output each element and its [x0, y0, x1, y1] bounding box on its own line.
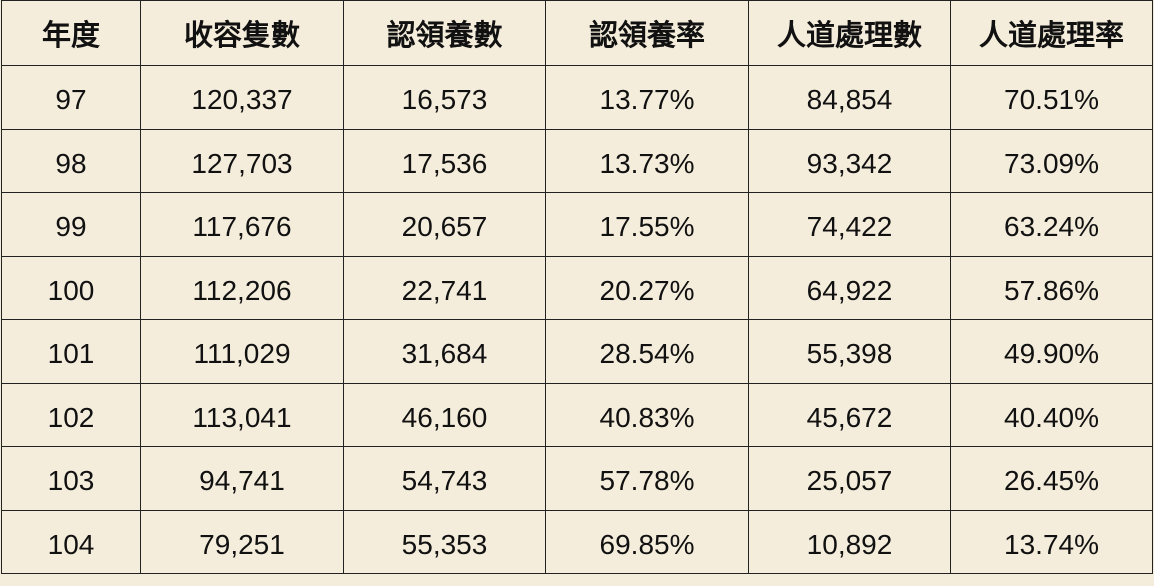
table-row: 101 111,029 31,684 28.54% 55,398 49.90%	[1, 319, 1153, 384]
cell-euthanasia-rate: 13.74%	[950, 509, 1153, 574]
cell-year: 100	[1, 255, 141, 320]
cell-year: 99	[1, 192, 141, 257]
header-adopted-count: 認領養數	[343, 0, 546, 66]
cell-adoption-rate: 20.27%	[545, 255, 749, 320]
cell-euthanized-count: 45,672	[748, 382, 951, 447]
cell-sheltered-count: 127,703	[140, 128, 344, 193]
cell-year: 101	[1, 319, 141, 384]
header-year: 年度	[1, 0, 141, 66]
cell-sheltered-count: 120,337	[140, 65, 344, 130]
cell-euthanized-count: 10,892	[748, 509, 951, 574]
cell-euthanized-count: 93,342	[748, 128, 951, 193]
shelter-statistics-table: 年度 收容隻數 認領養數 認領養率 人道處理數 人道處理率 97 120,337 16,573…	[1, 0, 1153, 574]
header-sheltered-count: 收容隻數	[140, 0, 344, 66]
cell-adoption-rate: 13.77%	[545, 65, 749, 130]
cell-euthanasia-rate: 73.09%	[950, 128, 1153, 193]
cell-year: 97	[1, 65, 141, 130]
header-row: 年度 收容隻數 認領養數 認領養率 人道處理數 人道處理率	[1, 0, 1153, 66]
cell-year: 103	[1, 446, 141, 511]
header-euthanized-count: 人道處理數	[748, 0, 951, 66]
table-row: 103 94,741 54,743 57.78% 25,057 26.45%	[1, 446, 1153, 511]
cell-euthanasia-rate: 40.40%	[950, 382, 1153, 447]
cell-sheltered-count: 111,029	[140, 319, 344, 384]
cell-sheltered-count: 94,741	[140, 446, 344, 511]
cell-adoption-rate: 40.83%	[545, 382, 749, 447]
cell-year: 104	[1, 509, 141, 574]
cell-adopted-count: 20,657	[343, 192, 546, 257]
cell-euthanized-count: 55,398	[748, 319, 951, 384]
cell-euthanasia-rate: 57.86%	[950, 255, 1153, 320]
cell-adopted-count: 46,160	[343, 382, 546, 447]
header-euthanasia-rate: 人道處理率	[950, 0, 1153, 66]
cell-euthanasia-rate: 26.45%	[950, 446, 1153, 511]
cell-adopted-count: 54,743	[343, 446, 546, 511]
cell-euthanized-count: 64,922	[748, 255, 951, 320]
cell-adopted-count: 31,684	[343, 319, 546, 384]
cell-sheltered-count: 79,251	[140, 509, 344, 574]
cell-adoption-rate: 28.54%	[545, 319, 749, 384]
cell-year: 102	[1, 382, 141, 447]
cell-euthanized-count: 74,422	[748, 192, 951, 257]
cell-adopted-count: 17,536	[343, 128, 546, 193]
cell-adopted-count: 55,353	[343, 509, 546, 574]
cell-euthanized-count: 25,057	[748, 446, 951, 511]
table-row: 102 113,041 46,160 40.83% 45,672 40.40%	[1, 382, 1153, 447]
cell-sheltered-count: 112,206	[140, 255, 344, 320]
cell-adoption-rate: 57.78%	[545, 446, 749, 511]
cell-adoption-rate: 69.85%	[545, 509, 749, 574]
cell-adopted-count: 22,741	[343, 255, 546, 320]
cell-euthanized-count: 84,854	[748, 65, 951, 130]
cell-euthanasia-rate: 70.51%	[950, 65, 1153, 130]
cell-euthanasia-rate: 49.90%	[950, 319, 1153, 384]
table-row: 99 117,676 20,657 17.55% 74,422 63.24%	[1, 192, 1153, 257]
cell-euthanasia-rate: 63.24%	[950, 192, 1153, 257]
cell-adoption-rate: 17.55%	[545, 192, 749, 257]
cell-year: 98	[1, 128, 141, 193]
cell-sheltered-count: 117,676	[140, 192, 344, 257]
table-row: 97 120,337 16,573 13.77% 84,854 70.51%	[1, 65, 1153, 130]
cell-adoption-rate: 13.73%	[545, 128, 749, 193]
table-row: 104 79,251 55,353 69.85% 10,892 13.74%	[1, 509, 1153, 574]
cell-adopted-count: 16,573	[343, 65, 546, 130]
header-adoption-rate: 認領養率	[545, 0, 749, 66]
cell-sheltered-count: 113,041	[140, 382, 344, 447]
table-row: 100 112,206 22,741 20.27% 64,922 57.86%	[1, 255, 1153, 320]
table-row: 98 127,703 17,536 13.73% 93,342 73.09%	[1, 128, 1153, 193]
